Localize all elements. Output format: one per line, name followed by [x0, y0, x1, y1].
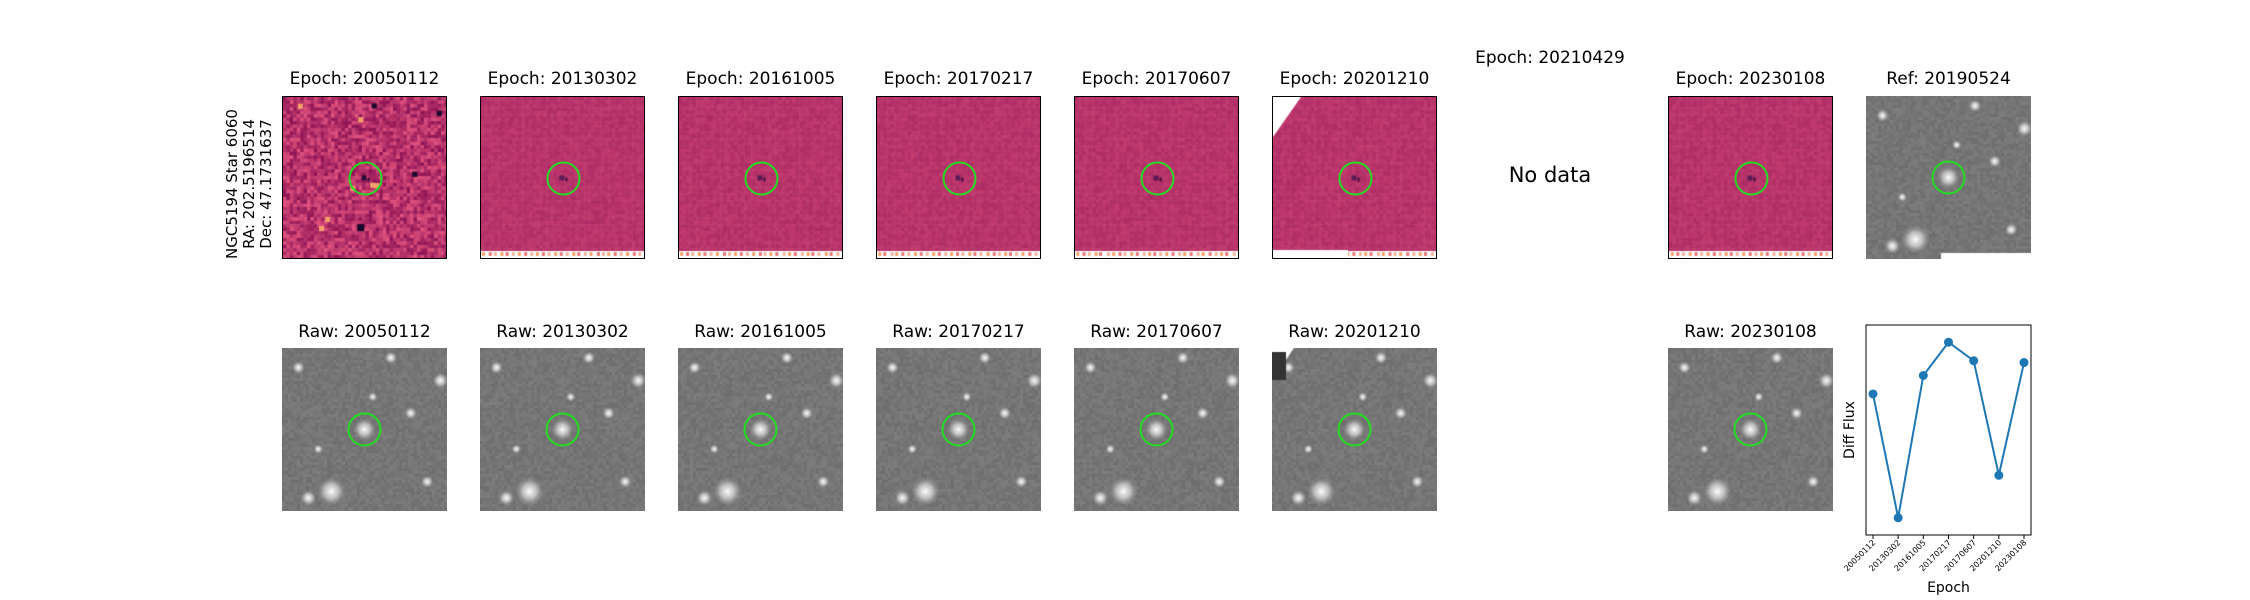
- diff-image-3: [876, 96, 1041, 259]
- target-circle: [1337, 412, 1372, 447]
- diff-image-1: [480, 96, 645, 259]
- epoch-title-6: Epoch: 20210429: [1475, 48, 1625, 68]
- target-circle: [1734, 161, 1769, 196]
- epoch-title-7: Epoch: 20230108: [1675, 69, 1826, 89]
- target-circle: [743, 412, 778, 447]
- object-name: NGC5194 Star 6060: [223, 109, 241, 259]
- raw-title-5: Raw: 20201210: [1288, 322, 1421, 342]
- data-point-1: [1893, 513, 1903, 523]
- raw-title-6: Raw: 20230108: [1684, 322, 1817, 342]
- epoch-title-1: Epoch: 20130302: [487, 69, 638, 89]
- target-circle: [348, 161, 383, 196]
- no-data-label: No data: [1508, 163, 1592, 187]
- diff-image-5: [1272, 96, 1437, 259]
- ref-image: [1866, 96, 2031, 259]
- epoch-title-3: Epoch: 20170217: [883, 69, 1034, 89]
- diff-image-7: [1668, 96, 1833, 259]
- y-axis-label: Diff Flux: [1842, 401, 1858, 459]
- raw-image-1: [480, 348, 645, 511]
- object-label: NGC5194 Star 6060 RA: 202.5196514 Dec: 4…: [223, 106, 276, 262]
- epoch-title-0: Epoch: 20050112: [289, 69, 440, 89]
- raw-image-6: [1668, 348, 1833, 511]
- raw-image-3: [876, 348, 1041, 511]
- object-dec: Dec: 47.1731637: [257, 119, 275, 249]
- raw-title-0: Raw: 20050112: [298, 322, 431, 342]
- target-circle: [1139, 412, 1174, 447]
- target-circle: [744, 161, 779, 196]
- light-curve-chart: 2005011220130302201610052017021720170607…: [1842, 324, 2032, 596]
- data-point-5: [1994, 470, 2004, 480]
- target-circle: [546, 161, 581, 196]
- data-point-4: [1969, 356, 1979, 366]
- target-circle: [347, 412, 382, 447]
- diff-image-4: [1074, 96, 1239, 259]
- raw-title-1: Raw: 20130302: [496, 322, 629, 342]
- x-axis-label: Epoch: [1927, 580, 1970, 596]
- series-line: [1872, 340, 2025, 518]
- epoch-title-4: Epoch: 20170607: [1081, 69, 1232, 89]
- target-circle: [545, 412, 580, 447]
- object-ra: RA: 202.5196514: [240, 119, 258, 249]
- epoch-title-2: Epoch: 20161005: [685, 69, 836, 89]
- data-point-6: [2019, 358, 2029, 368]
- data-point-3: [1944, 337, 1953, 347]
- raw-image-0: [282, 348, 447, 511]
- raw-image-4: [1074, 348, 1239, 511]
- target-circle: [1733, 412, 1768, 447]
- data-point-0: [1868, 389, 1878, 399]
- diff-image-0: [282, 96, 447, 259]
- diff-image-2: [678, 96, 843, 259]
- raw-title-4: Raw: 20170607: [1090, 322, 1223, 342]
- target-circle: [1140, 161, 1175, 196]
- raw-image-5: [1272, 348, 1437, 511]
- plot-frame: [1865, 324, 2032, 536]
- raw-title-2: Raw: 20161005: [694, 322, 827, 342]
- target-circle: [1931, 160, 1966, 195]
- data-point-2: [1918, 370, 1928, 380]
- raw-image-2: [678, 348, 843, 511]
- target-circle: [1338, 161, 1373, 196]
- target-circle: [942, 161, 977, 196]
- target-circle: [941, 412, 976, 447]
- epoch-title-5: Epoch: 20201210: [1279, 69, 1430, 89]
- raw-title-3: Raw: 20170217: [892, 322, 1025, 342]
- ref-title: Ref: 20190524: [1886, 69, 2011, 89]
